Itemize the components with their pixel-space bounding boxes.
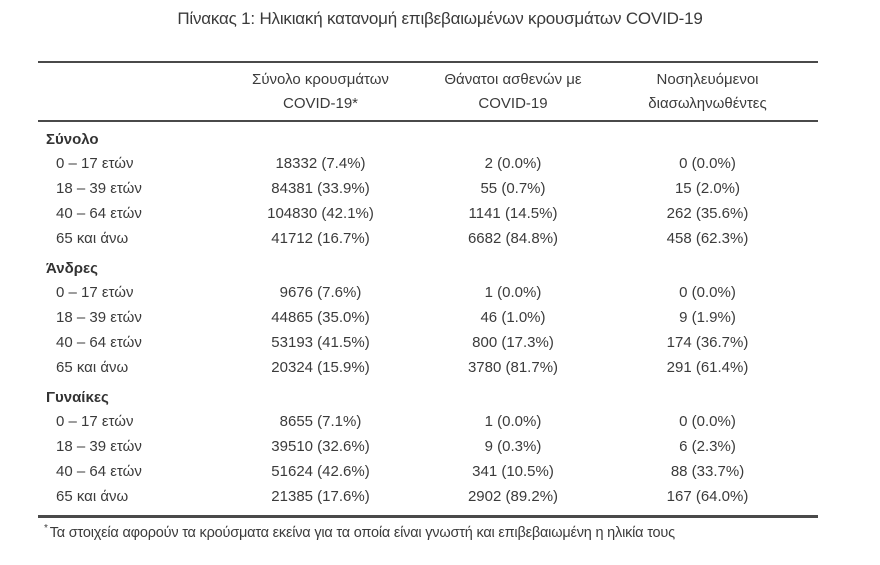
- row-label: 0 – 17 ετών: [56, 284, 134, 301]
- row-label: 65 και άνω: [56, 230, 129, 247]
- covid-age-table: Σύνολο κρουσμάτων COVID-19* Θάνατοι ασθε…: [38, 61, 818, 541]
- row-label: 18 – 39 ετών: [56, 438, 142, 455]
- table-row: 65 και άνω 21385 (17.6%) 2902 (89.2%) 16…: [38, 484, 818, 509]
- header-line: COVID-19*: [282, 95, 359, 112]
- deaths-cell: 46 (1.0%): [480, 309, 546, 326]
- intubated-cell: 174 (36.7%): [666, 334, 749, 351]
- table-row: 18 – 39 ετών 84381 (33.9%) 55 (0.7%) 15 …: [38, 176, 818, 201]
- cases-cell: 104830 (42.1%): [267, 205, 374, 222]
- cases-cell: 9676 (7.6%): [279, 284, 362, 301]
- header-intubated: Νοσηλευόμενοι διασωληνωθέντες: [613, 68, 818, 116]
- table-footnote: * Τα στοιχεία αφορούν τα κρούσματα εκείνα…: [38, 523, 818, 541]
- intubated-cell: 88 (33.7%): [670, 463, 745, 480]
- table-row: 18 – 39 ετών 44865 (35.0%) 46 (1.0%) 9 (…: [38, 305, 818, 330]
- intubated-cell: 458 (62.3%): [666, 230, 749, 247]
- deaths-cell: 3780 (81.7%): [467, 359, 559, 376]
- deaths-cell: 800 (17.3%): [472, 334, 554, 351]
- row-label: 0 – 17 ετών: [56, 413, 134, 430]
- deaths-cell: 2 (0.0%): [484, 155, 542, 172]
- cases-cell: 53193 (41.5%): [271, 334, 370, 351]
- section-header-women: Γυναίκες: [46, 389, 109, 406]
- cases-cell: 39510 (32.6%): [271, 438, 370, 455]
- table-header-row: Σύνολο κρουσμάτων COVID-19* Θάνατοι ασθε…: [38, 63, 818, 122]
- cases-cell: 41712 (16.7%): [271, 230, 370, 247]
- section-header-total: Σύνολο: [46, 131, 99, 148]
- table-row: 0 – 17 ετών 8655 (7.1%) 1 (0.0%) 0 (0.0%…: [38, 409, 818, 434]
- table-row: 40 – 64 ετών 51624 (42.6%) 341 (10.5%) 8…: [38, 459, 818, 484]
- intubated-cell: 0 (0.0%): [679, 284, 736, 301]
- cases-cell: 21385 (17.6%): [271, 488, 370, 505]
- table-title: Πίνακας 1: Ηλικιακή κατανομή επιβεβαιωμέ…: [177, 9, 703, 28]
- cases-cell: 51624 (42.6%): [271, 463, 370, 480]
- table-row: 40 – 64 ετών 53193 (41.5%) 800 (17.3%) 1…: [38, 330, 818, 355]
- cases-cell: 44865 (35.0%): [271, 309, 370, 326]
- row-label: 65 και άνω: [56, 488, 129, 505]
- row-label: 40 – 64 ετών: [56, 463, 142, 480]
- table-body: Σύνολο 0 – 17 ετών 18332 (7.4%) 2 (0.0%)…: [38, 122, 818, 518]
- header-total-cases: Σύνολο κρουσμάτων COVID-19*: [228, 68, 413, 116]
- header-line: Θάνατοι ασθενών με: [444, 71, 582, 88]
- intubated-cell: 0 (0.0%): [679, 413, 736, 430]
- header-line: COVID-19: [478, 95, 548, 112]
- table-row: 40 – 64 ετών 104830 (42.1%) 1141 (14.5%)…: [38, 201, 818, 226]
- cases-cell: 18332 (7.4%): [275, 155, 366, 172]
- intubated-cell: 9 (1.9%): [679, 309, 736, 326]
- row-label: 65 και άνω: [56, 359, 129, 376]
- cases-cell: 8655 (7.1%): [279, 413, 362, 430]
- table-row: 0 – 17 ετών 9676 (7.6%) 1 (0.0%) 0 (0.0%…: [38, 280, 818, 305]
- intubated-cell: 167 (64.0%): [666, 488, 749, 505]
- intubated-cell: 262 (35.6%): [666, 205, 749, 222]
- deaths-cell: 1 (0.0%): [484, 413, 542, 430]
- header-line: διασωληνωθέντες: [648, 95, 767, 112]
- deaths-cell: 341 (10.5%): [472, 463, 554, 480]
- cases-cell: 84381 (33.9%): [271, 180, 370, 197]
- deaths-cell: 55 (0.7%): [480, 180, 546, 197]
- table-row: 65 και άνω 20324 (15.9%) 3780 (81.7%) 29…: [38, 355, 818, 380]
- header-deaths: Θάνατοι ασθενών με COVID-19: [413, 68, 613, 116]
- row-label: 40 – 64 ετών: [56, 334, 142, 351]
- intubated-cell: 0 (0.0%): [679, 155, 736, 172]
- table-row: 65 και άνω 41712 (16.7%) 6682 (84.8%) 45…: [38, 226, 818, 251]
- deaths-cell: 1 (0.0%): [484, 284, 542, 301]
- header-line: Σύνολο κρουσμάτων: [252, 71, 389, 88]
- section-header-men: Άνδρες: [46, 260, 98, 277]
- deaths-cell: 2902 (89.2%): [467, 488, 559, 505]
- table-row: 0 – 17 ετών 18332 (7.4%) 2 (0.0%) 0 (0.0…: [38, 151, 818, 176]
- deaths-cell: 1141 (14.5%): [468, 205, 558, 222]
- intubated-cell: 291 (61.4%): [666, 359, 749, 376]
- cases-cell: 20324 (15.9%): [271, 359, 370, 376]
- row-label: 18 – 39 ετών: [56, 180, 142, 197]
- row-label: 18 – 39 ετών: [56, 309, 142, 326]
- header-line: Νοσηλευόμενοι: [656, 71, 759, 88]
- table-row: 18 – 39 ετών 39510 (32.6%) 9 (0.3%) 6 (2…: [38, 434, 818, 459]
- row-label: 40 – 64 ετών: [56, 205, 142, 222]
- footnote-asterisk: *: [44, 523, 48, 534]
- footnote-text: Τα στοιχεία αφορούν τα κρούσματα εκείνα …: [49, 524, 675, 541]
- row-label: 0 – 17 ετών: [56, 155, 134, 172]
- intubated-cell: 15 (2.0%): [674, 180, 741, 197]
- intubated-cell: 6 (2.3%): [679, 438, 736, 455]
- deaths-cell: 6682 (84.8%): [467, 230, 559, 247]
- deaths-cell: 9 (0.3%): [484, 438, 542, 455]
